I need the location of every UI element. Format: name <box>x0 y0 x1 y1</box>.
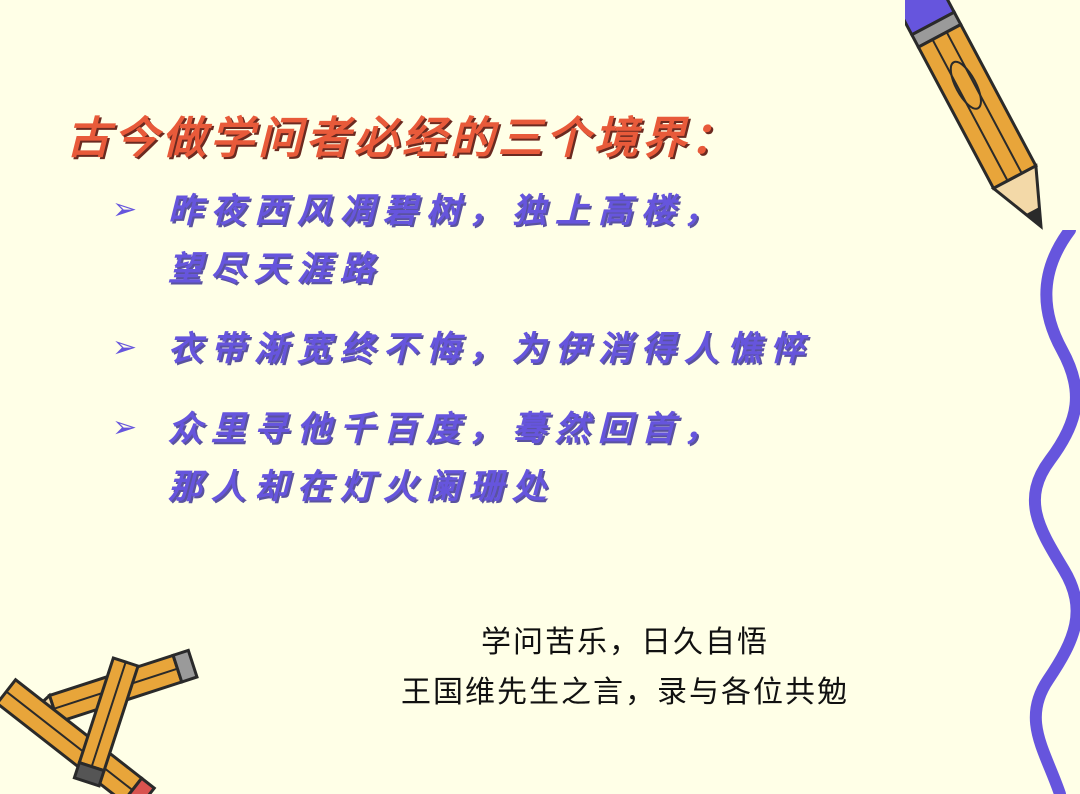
slide-title: 古今做学问者必经的三个境界： <box>66 113 738 164</box>
wavy-line-icon <box>1028 230 1080 794</box>
bullet-line: 衣带渐宽终不悔，为伊消得人憔悴 <box>168 329 813 369</box>
quote-block: 学问苦乐，日久自悟 王国维先生之言，录与各位共勉 <box>360 618 890 718</box>
bullet-item: ➢ 众里寻他千百度，蓦然回首， 那人却在灯火阑珊处 <box>112 400 952 516</box>
bullet-line: 那人却在灯火阑珊处 <box>168 467 555 507</box>
bullet-list: ➢ 昨夜西风凋碧树，独上高楼， 望尽天涯路 ➢ 衣带渐宽终不悔，为伊消得人憔悴 … <box>112 182 952 538</box>
bullet-line: 昨夜西风凋碧树，独上高楼， <box>168 191 727 231</box>
quote-line-1: 学问苦乐，日久自悟 <box>481 625 769 660</box>
arrowhead-bullet-icon: ➢ <box>112 330 138 365</box>
bullet-item: ➢ 衣带渐宽终不悔，为伊消得人憔悴 <box>112 320 952 378</box>
bullet-line: 望尽天涯路 <box>168 249 383 289</box>
bullet-item: ➢ 昨夜西风凋碧树，独上高楼， 望尽天涯路 <box>112 182 952 298</box>
pencil-icon <box>0 648 199 794</box>
arrowhead-bullet-icon: ➢ <box>112 410 138 445</box>
quote-line-2: 王国维先生之言，录与各位共勉 <box>401 675 849 710</box>
pencil-icon <box>905 0 1043 230</box>
arrowhead-bullet-icon: ➢ <box>112 192 138 227</box>
bullet-line: 众里寻他千百度，蓦然回首， <box>168 409 727 449</box>
